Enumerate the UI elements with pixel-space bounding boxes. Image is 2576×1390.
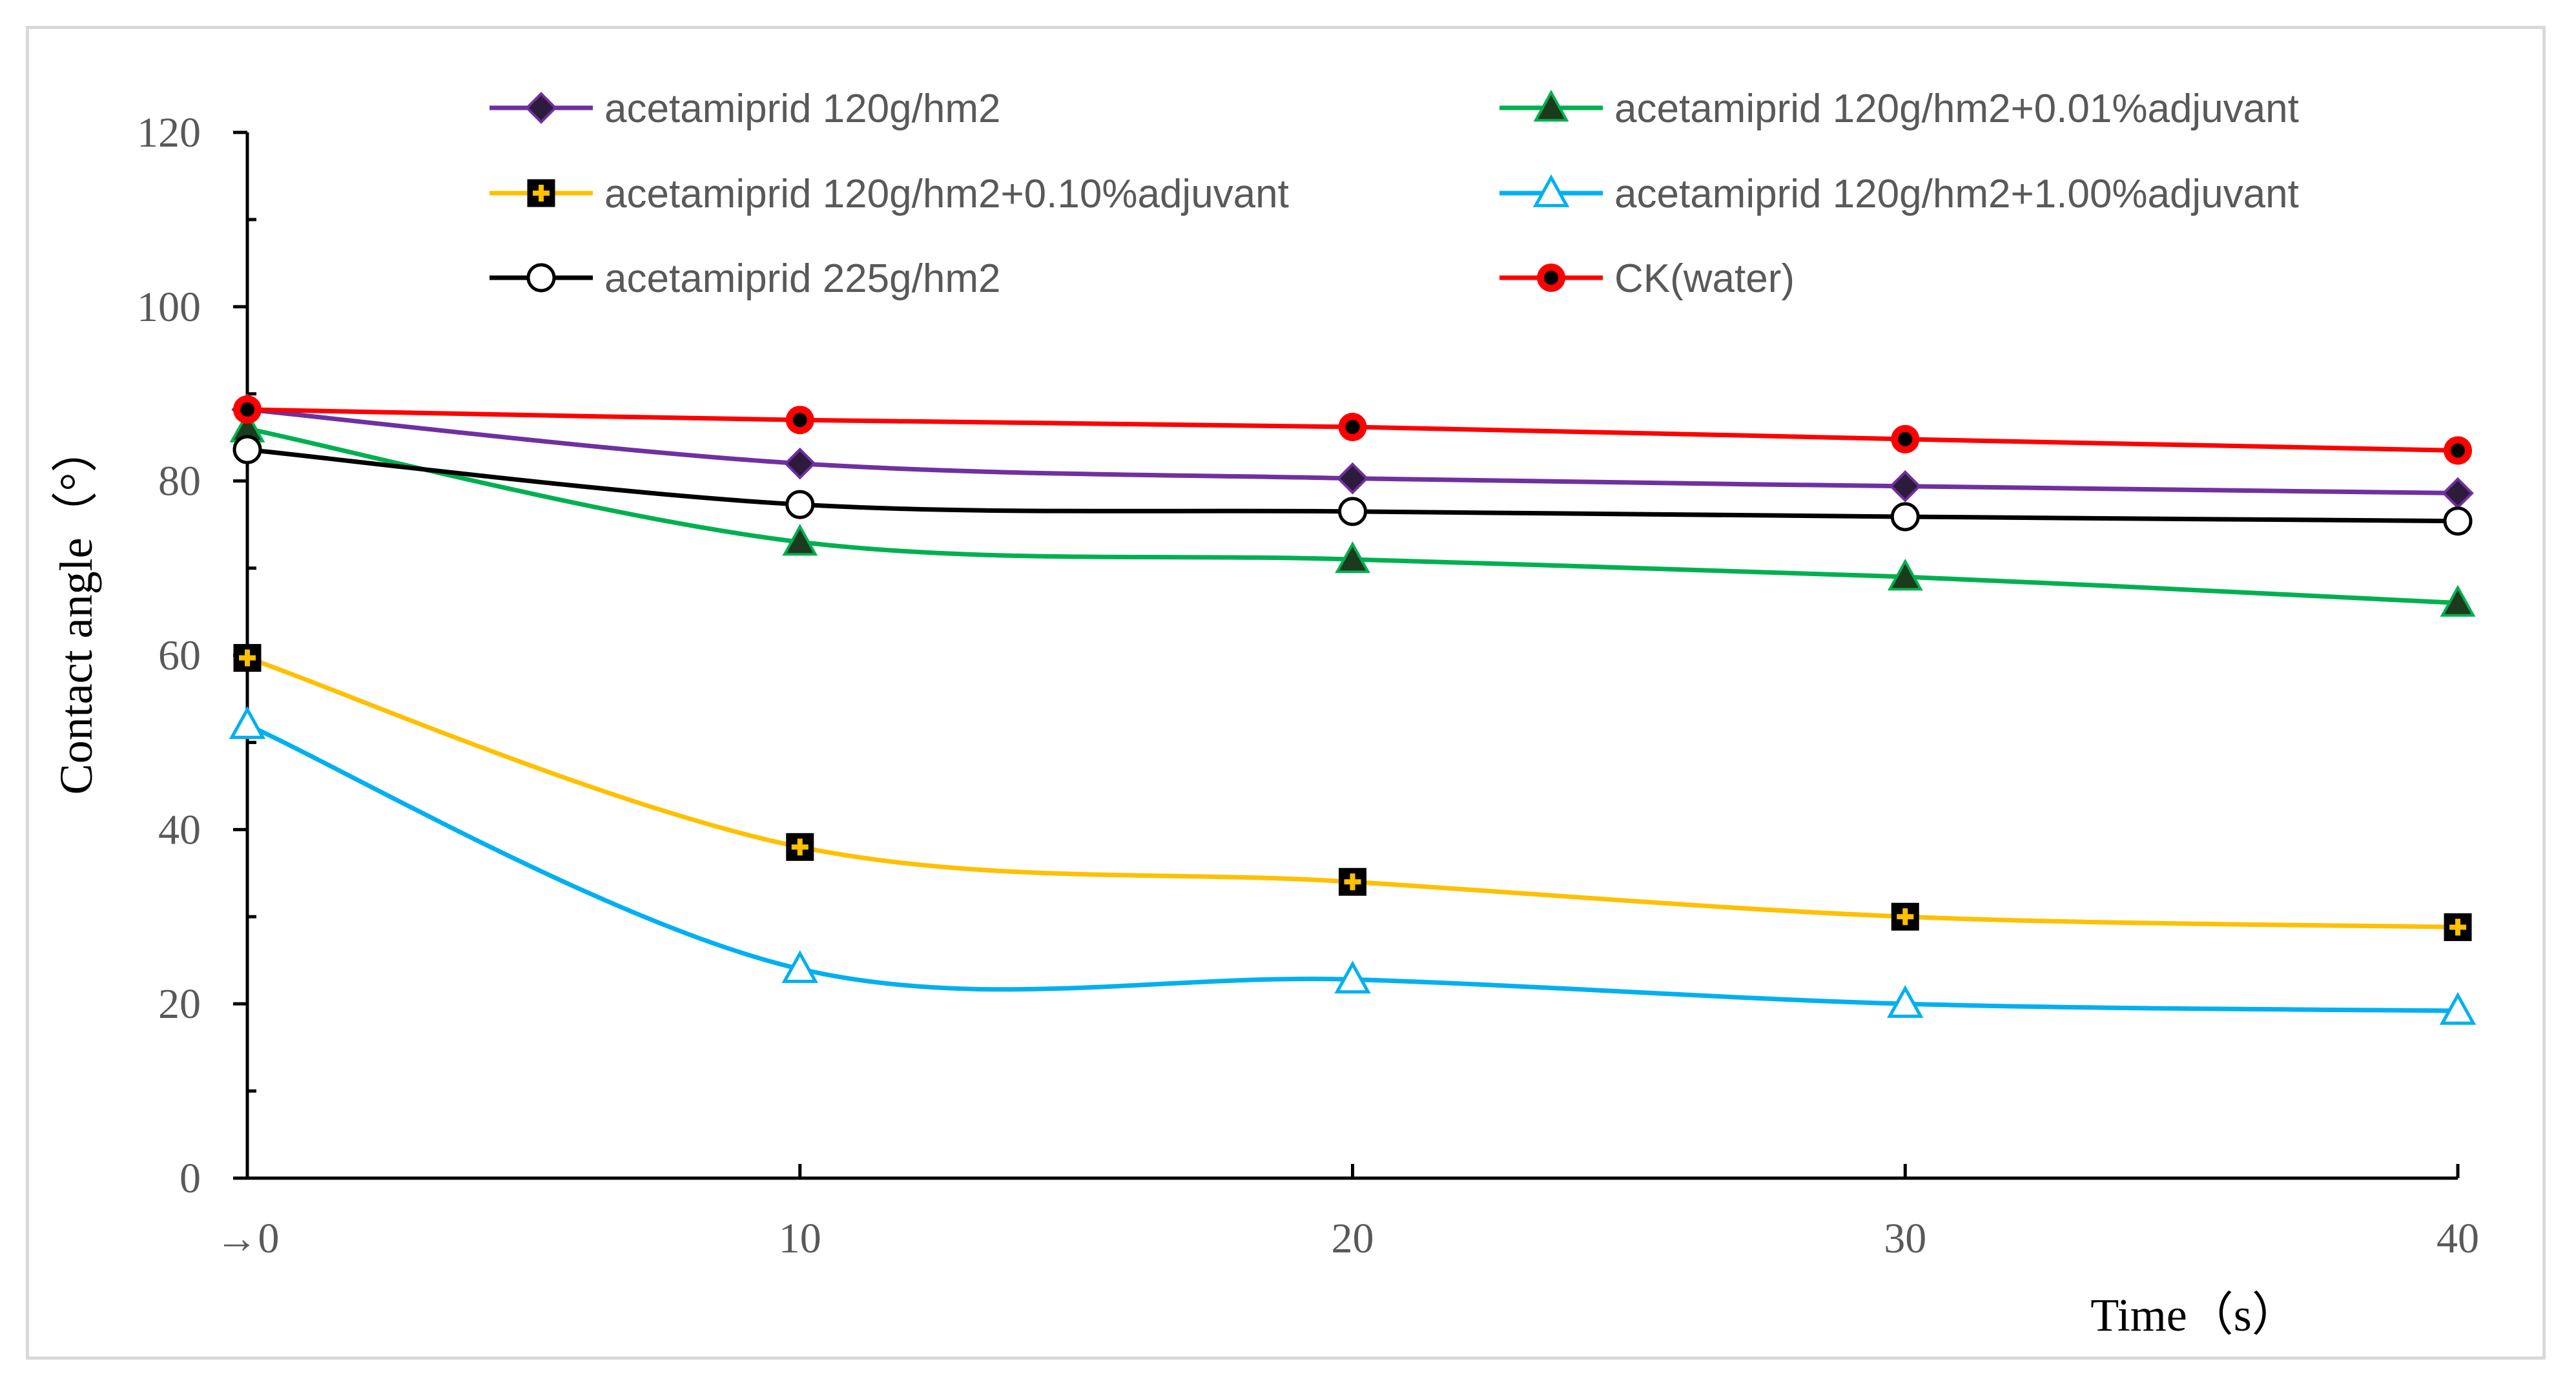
legend-label: acetamiprid 120g/hm2+0.10%adjuvant bbox=[604, 172, 1289, 216]
data-point bbox=[233, 644, 262, 672]
data-point bbox=[785, 490, 815, 519]
x-tick-label: 10 bbox=[779, 1215, 821, 1262]
data-point bbox=[1890, 502, 1920, 532]
data-point bbox=[2440, 585, 2476, 617]
series-group bbox=[231, 393, 2474, 510]
data-point bbox=[2444, 436, 2472, 465]
data-point bbox=[781, 950, 818, 983]
y-tick-label: 60 bbox=[158, 632, 201, 679]
chart-frame bbox=[26, 26, 2546, 1360]
data-point bbox=[229, 706, 266, 740]
legend-marker bbox=[1532, 174, 1570, 207]
series-layer bbox=[229, 393, 2477, 1025]
legend-marker bbox=[1537, 264, 1565, 292]
legend-marker bbox=[1533, 89, 1569, 122]
y-tick-label: 100 bbox=[137, 284, 201, 331]
data-point bbox=[1338, 413, 1367, 442]
data-point bbox=[2444, 913, 2472, 941]
legend-marker bbox=[525, 92, 557, 124]
y-axis-title: Contact angle（°） bbox=[50, 426, 102, 795]
legend-item: CK(water) bbox=[1499, 256, 1795, 301]
data-point bbox=[1335, 541, 1370, 574]
data-point bbox=[1887, 558, 1923, 591]
legend-label: CK(water) bbox=[1614, 256, 1795, 301]
legend: acetamiprid 120g/hm2 acetamiprid 120g/hm2… bbox=[489, 87, 2299, 301]
legend-label: acetamiprid 120g/hm2+1.00%adjuvant bbox=[1614, 172, 2299, 216]
data-point bbox=[783, 447, 816, 480]
data-point bbox=[2439, 991, 2477, 1025]
legend-item: acetamiprid 120g/hm2+1.00%adjuvant bbox=[1499, 172, 2299, 216]
legend-item: acetamiprid 120g/hm2+0.01%adjuvant bbox=[1499, 87, 2299, 131]
series-group bbox=[233, 395, 2472, 465]
legend-marker bbox=[527, 179, 555, 207]
axes: 0 20 40 60 80 100 120 →0 10 20 30 40 bbox=[137, 109, 2479, 1262]
legend-label: acetamiprid 225g/hm2 bbox=[604, 256, 1000, 301]
series-group bbox=[233, 644, 2472, 941]
data-point bbox=[1891, 424, 1920, 453]
legend-label: acetamiprid 120g/hm2+0.01%adjuvant bbox=[1614, 87, 2299, 131]
data-point bbox=[1338, 497, 1367, 526]
data-point bbox=[233, 395, 262, 424]
data-point bbox=[1887, 985, 1924, 1018]
x-tick-label: →0 bbox=[216, 1215, 280, 1262]
legend-label: acetamiprid 120g/hm2 bbox=[604, 87, 1000, 131]
legend-item: acetamiprid 225g/hm2 bbox=[489, 256, 1000, 301]
y-tick-label: 0 bbox=[180, 1155, 201, 1202]
data-point bbox=[1891, 902, 1919, 931]
y-tick-label: 40 bbox=[158, 806, 201, 853]
data-point bbox=[1889, 470, 1922, 503]
legend-item: acetamiprid 120g/hm2+0.10%adjuvant bbox=[489, 172, 1289, 216]
data-point bbox=[1336, 462, 1369, 495]
data-point bbox=[785, 406, 814, 435]
x-tick-label: 40 bbox=[2437, 1215, 2479, 1262]
y-tick-label: 120 bbox=[137, 109, 201, 156]
legend-marker bbox=[526, 263, 556, 293]
x-tick-label: 20 bbox=[1332, 1215, 1374, 1262]
y-tick-label: 80 bbox=[158, 458, 201, 505]
series-group bbox=[229, 706, 2477, 1025]
data-point bbox=[1339, 867, 1366, 896]
x-tick-label: 30 bbox=[1884, 1215, 1926, 1262]
series-group bbox=[232, 435, 2473, 536]
y-tick-label: 20 bbox=[158, 980, 201, 1028]
legend-item: acetamiprid 120g/hm2 bbox=[489, 87, 1000, 131]
x-axis-title: Time（s） bbox=[2090, 1289, 2298, 1341]
data-point bbox=[782, 523, 818, 556]
data-point bbox=[232, 435, 262, 464]
data-point bbox=[1334, 960, 1371, 994]
data-point bbox=[2443, 506, 2473, 536]
data-point bbox=[2442, 477, 2474, 510]
data-point bbox=[786, 833, 814, 861]
